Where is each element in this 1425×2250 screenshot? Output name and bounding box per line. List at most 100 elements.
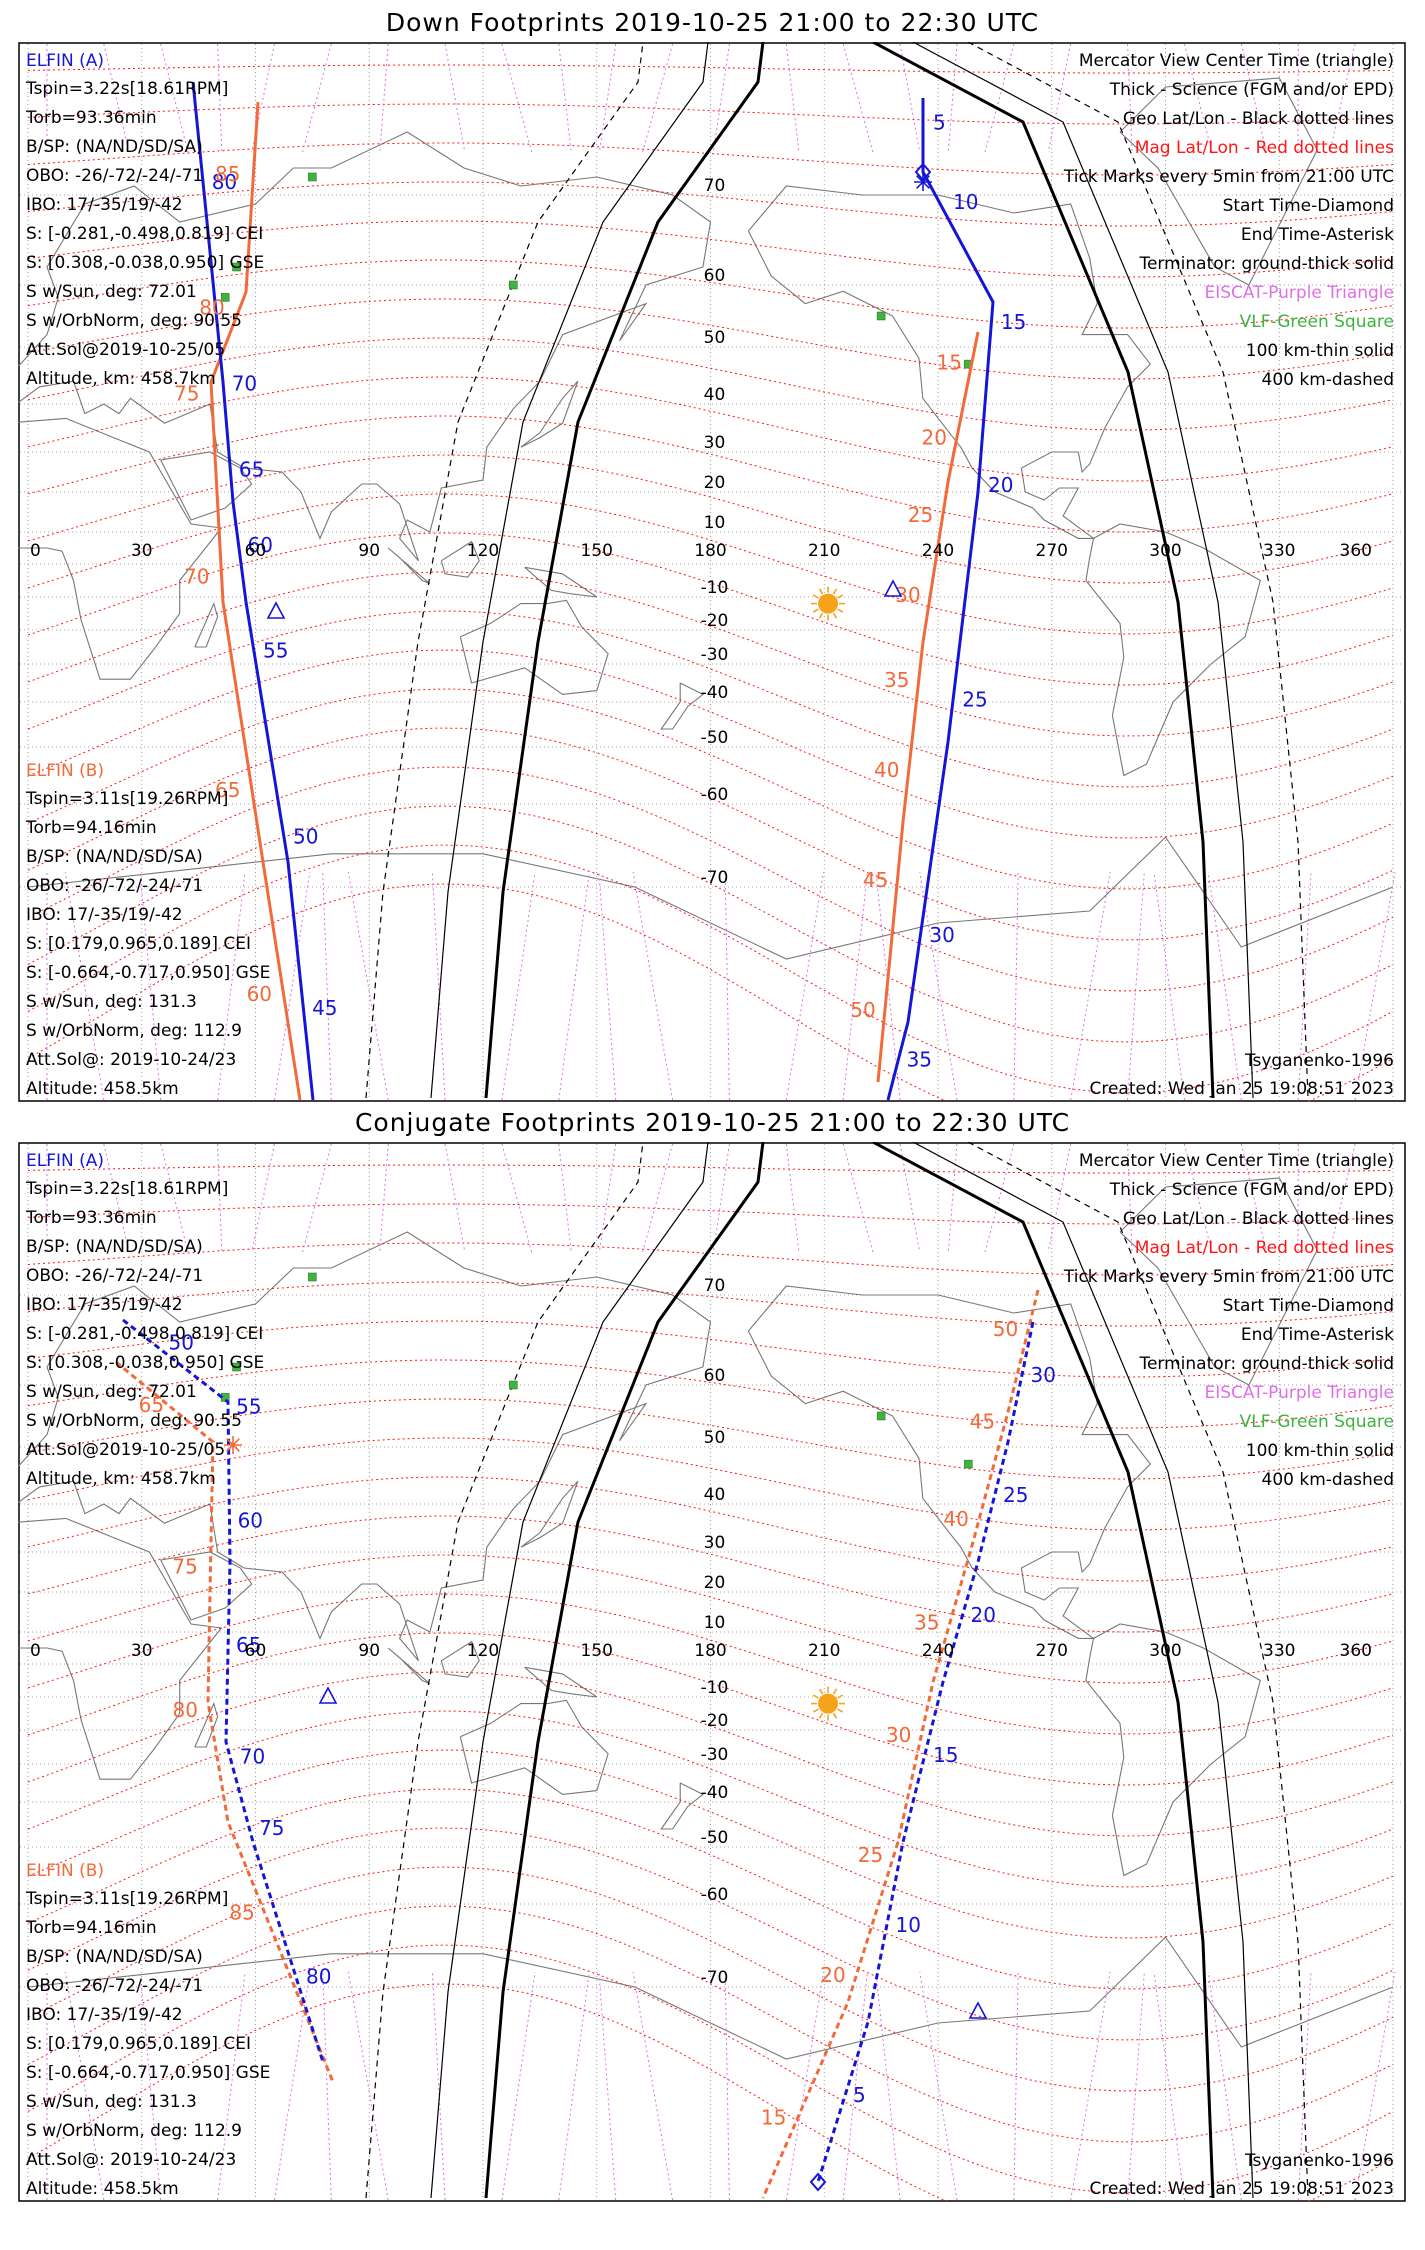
mag-meridian-north (251, 1143, 275, 1253)
sun-ray (832, 612, 838, 619)
mag-latitude-line (27, 298, 1394, 380)
mag-meridian-south (273, 871, 311, 1101)
terminator-100km-west (430, 42, 709, 1099)
vlf-station-icon (308, 172, 317, 182)
mag-meridian-north (103, 1143, 130, 1253)
lon-tick-label: 210 (808, 541, 840, 561)
mag-latitude-line (27, 883, 1394, 1102)
map-panel-conjugate[interactable]: 5055606570758065758085302520151055045403… (18, 1142, 1406, 2202)
track-elfin-b-west[interactable] (209, 101, 302, 1101)
terminator-ground-west (484, 1142, 765, 2199)
mag-meridians (46, 43, 1396, 1101)
mag-meridian-north (947, 1143, 958, 1253)
end-asterisk-icon (224, 1436, 242, 1454)
mag-meridian-north (1047, 43, 1072, 153)
legend-line: End Time-Asterisk (1241, 1325, 1394, 1345)
vlf-station-icon (876, 311, 886, 321)
sun-icon (811, 586, 846, 621)
lat-tick-label: -40 (701, 1783, 729, 1803)
coastline (440, 1640, 480, 1678)
vlf-station-icon (876, 1411, 886, 1421)
coastline (387, 547, 431, 585)
track-tick-label: 50 (169, 1330, 194, 1354)
terminator (365, 1142, 1309, 2199)
mag-latitude-line (27, 1671, 1394, 1837)
elfin-b-info-line: Att.Sol@: 2019-10-24/23 (26, 2150, 236, 2170)
coastline (27, 1936, 1394, 2060)
vlf-station-icon (220, 293, 230, 302)
mag-meridian-south (842, 871, 868, 1101)
coastline (747, 1285, 1152, 1639)
track-tick-label: 50 (293, 824, 318, 848)
mag-meridian-north (785, 43, 800, 153)
legend-line: Mercator View Center Time (triangle) (1079, 51, 1394, 71)
lat-tick-label: 10 (704, 513, 726, 533)
mag-meridian-south (875, 1971, 901, 2201)
track-elfin-b-east[interactable] (876, 331, 980, 1083)
track-elfin-a-east[interactable] (816, 1321, 1035, 2183)
terminator-400km-west (365, 1142, 644, 2199)
track-tick-label: 20 (988, 473, 1013, 497)
mag-meridian-north (712, 1143, 730, 1253)
mag-meridian-south (64, 871, 105, 1101)
geo-grid (20, 44, 1404, 1100)
lon-tick-label: 270 (1036, 541, 1068, 561)
mag-meridian-north (501, 43, 533, 153)
track-tick-label: 30 (895, 583, 920, 607)
panel-title-conjugate: Conjugate Footprints 2019-10-25 21:00 to… (354, 1108, 1071, 1137)
track-tick-label: 85 (215, 162, 240, 186)
elfin-a-info-line: Altitude, km: 458.7km (26, 1469, 216, 1489)
elfin-a-header: ELFIN (A) (26, 51, 104, 71)
coastline (660, 1782, 704, 1830)
mag-meridian-south (842, 1971, 868, 2201)
mag-meridian-south (273, 1971, 311, 2201)
model-label: Tsyganenko-1996 (1244, 2151, 1394, 2171)
track-elfin-a-west[interactable] (122, 1318, 325, 2063)
mag-latitude-line (27, 1320, 1394, 1378)
mag-meridian-south (785, 1971, 824, 2201)
elfin-b-info-line: B/SP: (NA/ND/SD/SA) (26, 847, 203, 867)
lon-tick-label: 360 (1340, 541, 1372, 561)
legend-line: VLF-Green Square (1240, 312, 1394, 332)
terminator-ground-east (872, 42, 1215, 1099)
coastline (18, 417, 223, 680)
footprint-tracks (115, 1289, 1040, 2199)
legend-line: Terminator: ground-thick solid (1138, 1354, 1394, 1374)
lat-tick-label: -40 (701, 683, 729, 703)
elfin-b-info: ELFIN (B) Tspin=3.11s[19.26RPM] Torb=94.16… (25, 761, 270, 1099)
track-tick-label: 45 (312, 996, 337, 1020)
mag-meridian-north (103, 43, 130, 153)
mag-meridian-north (1127, 43, 1133, 153)
track-tick-label: 30 (886, 1723, 911, 1747)
map-panel-down[interactable]: 8070656055504585807570656051015202530351… (18, 42, 1406, 1102)
lat-tick-label: 50 (704, 328, 726, 348)
legend: Mercator View Center Time (triangle) Thic… (1063, 1151, 1394, 1490)
coastline (1085, 523, 1261, 777)
lat-tick-label: -10 (701, 1678, 729, 1698)
mag-latitude-line (27, 1866, 1394, 2092)
lon-tick-label: 60 (245, 1641, 267, 1661)
footprint-tracks (191, 81, 995, 1101)
elfin-b-info-line: IBO: 17/-35/19/-42 (26, 905, 183, 925)
elfin-b-info-line: IBO: 17/-35/19/-42 (26, 2005, 183, 2025)
sun-ray (818, 1712, 824, 1719)
mag-latitude-line (27, 1398, 1394, 1480)
track-elfin-b-east[interactable] (761, 1289, 1040, 2199)
elfin-a-info-line: S w/Sun, deg: 72.01 (26, 1382, 197, 1402)
sun-disk (818, 593, 839, 614)
track-elfin-a-east[interactable] (886, 98, 995, 1101)
lat-tick-label: 70 (704, 176, 726, 196)
track-elfin-b-west[interactable] (115, 1360, 335, 2083)
vlf-station-icon (308, 1272, 317, 1282)
track-elfin-a-west[interactable] (191, 81, 315, 1101)
mag-meridian-north (842, 1143, 874, 1253)
mag-meridian-south (431, 871, 446, 1101)
mag-meridian-south (347, 1971, 389, 2201)
sun-icon (811, 1686, 846, 1721)
mag-latitude-line (27, 649, 1394, 839)
mag-meridian-south (1127, 1971, 1145, 2201)
mag-latitude-line (27, 844, 1394, 1094)
mag-latitude-line (27, 1554, 1394, 1684)
track-tick-label: 70 (232, 372, 257, 396)
lat-tick-label: -20 (701, 611, 729, 631)
